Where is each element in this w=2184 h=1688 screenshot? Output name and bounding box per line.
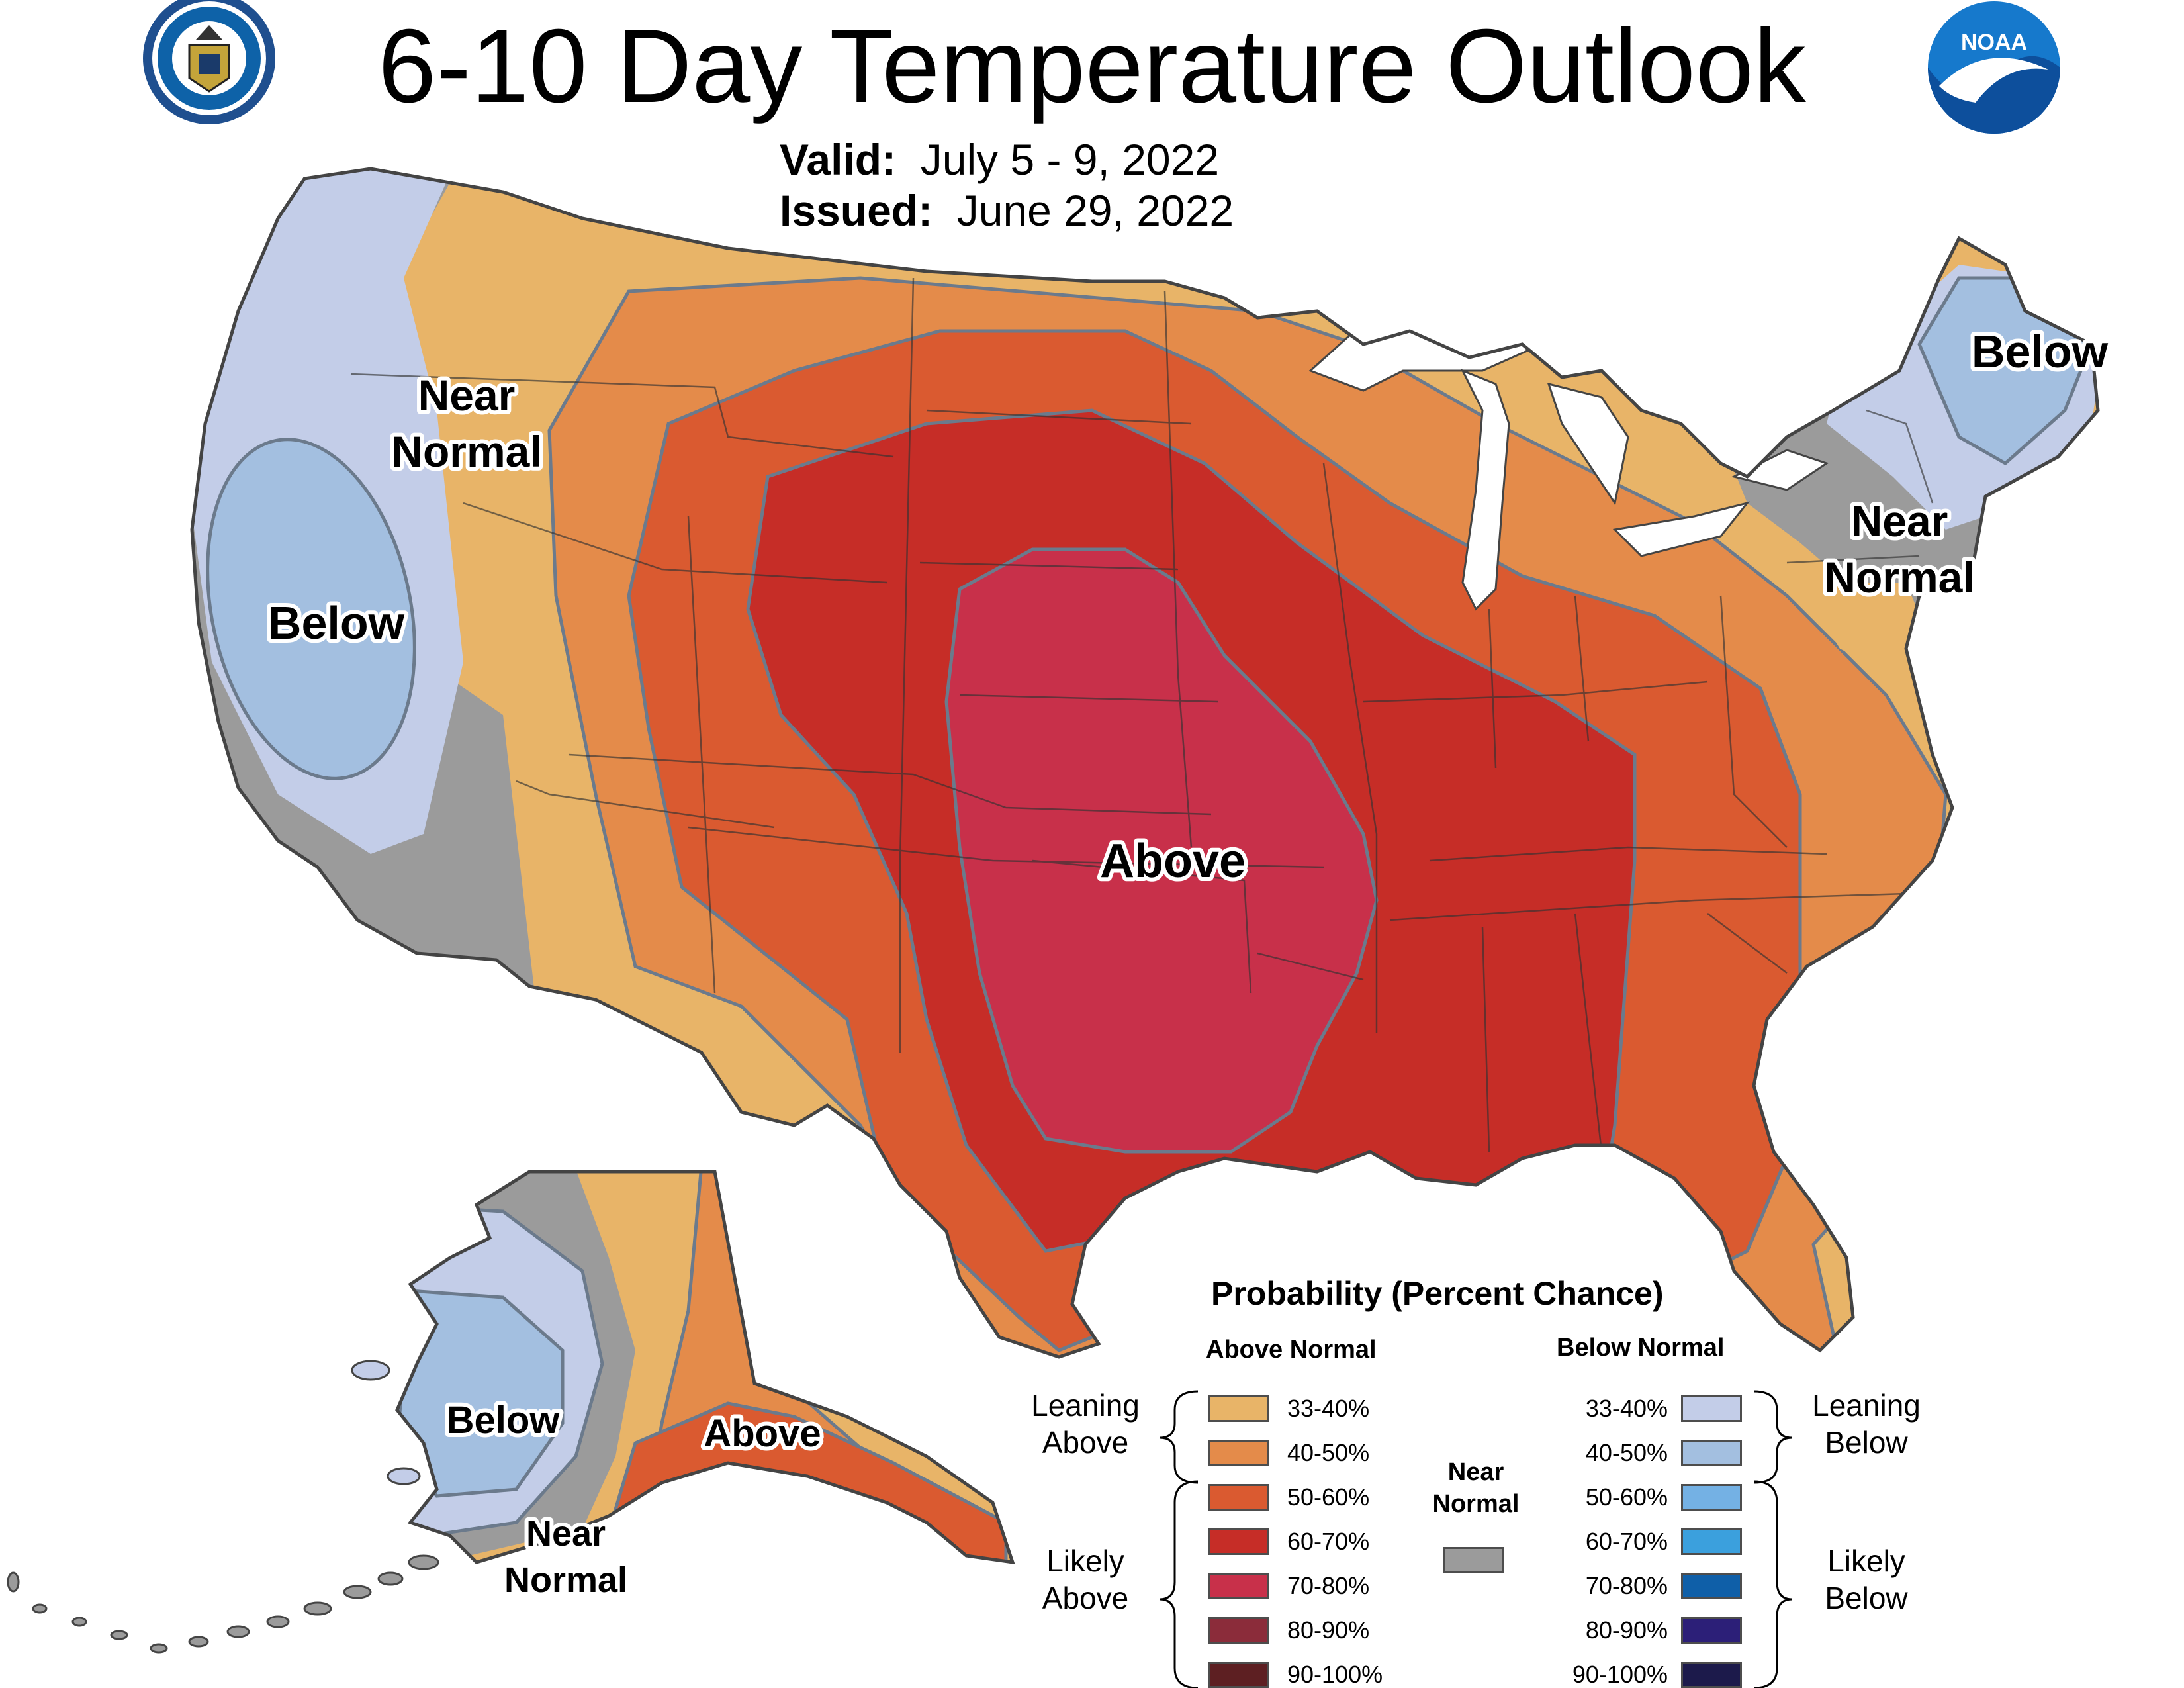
legend-likely-above-1: Likely	[1046, 1544, 1124, 1578]
label-below-alaska: Below	[447, 1399, 561, 1442]
near-normal-swatch	[1443, 1547, 1504, 1573]
below-swatch-label: 40-50%	[1585, 1439, 1668, 1466]
page-title: 6-10 Day Temperature Outlook	[378, 8, 1806, 124]
legend-likely-below-2: Below	[1825, 1581, 1908, 1615]
noaa-logo-text: NOAA	[1961, 30, 2027, 55]
below-swatch	[1681, 1395, 1742, 1422]
label-above-alaska: Above	[704, 1412, 821, 1455]
below-swatch	[1681, 1440, 1742, 1466]
conus-shading	[192, 169, 2098, 1357]
legend-likely-above: Likely Above	[999, 1542, 1171, 1617]
label-near-normal-northeast-1: Near	[1851, 496, 1948, 545]
label-near-normal-west-2: Normal	[391, 427, 541, 476]
legend-likely-below: Likely Below	[1780, 1542, 1952, 1617]
issued-line: Issued: June 29, 2022	[780, 185, 1234, 236]
conus-outline	[190, 167, 2100, 1359]
legend-leaning-above-1: Leaning	[1031, 1388, 1140, 1423]
below-swatch	[1681, 1484, 1742, 1511]
above-swatch	[1208, 1573, 1269, 1599]
issued-label: Issued:	[780, 186, 933, 235]
legend-likely-above-2: Above	[1042, 1581, 1129, 1615]
legend-below-header: Below Normal	[1557, 1334, 1725, 1362]
label-below-west: Below	[268, 597, 405, 649]
label-near-normal-alaska-1: Near	[526, 1514, 606, 1554]
legend-near-normal-1: Near	[1447, 1458, 1504, 1486]
below-swatch-label: 90-100%	[1572, 1661, 1668, 1688]
above-swatch-label: 60-70%	[1287, 1528, 1370, 1555]
label-below-northeast: Below	[1972, 326, 2109, 377]
legend-near-normal-2: Normal	[1432, 1490, 1520, 1518]
below-swatch-label: 60-70%	[1585, 1528, 1668, 1555]
above-swatch	[1208, 1395, 1269, 1422]
below-swatch	[1681, 1528, 1742, 1555]
below-swatch-label: 33-40%	[1585, 1395, 1668, 1422]
department-of-commerce-seal-icon	[143, 0, 275, 124]
above-swatch	[1208, 1662, 1269, 1688]
issued-value: June 29, 2022	[956, 186, 1234, 235]
valid-label: Valid:	[780, 135, 897, 184]
above-swatch	[1208, 1617, 1269, 1644]
above-swatch-label: 33-40%	[1287, 1395, 1370, 1422]
above-swatch-label: 40-50%	[1287, 1439, 1370, 1466]
label-above-conus: Above	[1100, 835, 1246, 888]
below-swatch	[1681, 1617, 1742, 1644]
legend-leaning-below-2: Below	[1825, 1425, 1908, 1460]
below-swatch	[1681, 1573, 1742, 1599]
below-swatch-label: 70-80%	[1585, 1572, 1668, 1599]
label-near-normal-west-1: Near	[418, 371, 516, 420]
noaa-logo-icon	[1928, 1, 2060, 134]
legend-above-header: Above Normal	[1206, 1336, 1377, 1364]
above-swatch	[1208, 1440, 1269, 1466]
legend-leaning-above: Leaning Above	[999, 1387, 1171, 1461]
state-boundaries	[350, 277, 1934, 1152]
above-swatch	[1208, 1484, 1269, 1511]
below-swatch	[1681, 1662, 1742, 1688]
legend-leaning-above-2: Above	[1042, 1425, 1129, 1460]
valid-value: July 5 - 9, 2022	[920, 135, 1220, 184]
legend-leaning-below: Leaning Below	[1780, 1387, 1952, 1461]
legend-title: Probability (Percent Chance)	[1211, 1275, 1664, 1312]
aleutian-islands	[7, 1360, 439, 1654]
label-near-normal-northeast-2: Normal	[1824, 553, 1974, 602]
below-swatch-label: 80-90%	[1585, 1617, 1668, 1644]
above-swatch-label: 90-100%	[1287, 1661, 1383, 1688]
legend-leaning-below-1: Leaning	[1812, 1388, 1921, 1423]
above-swatch-label: 50-60%	[1287, 1483, 1370, 1511]
above-swatch-label: 80-90%	[1287, 1617, 1370, 1644]
label-near-normal-alaska-2: Normal	[504, 1560, 627, 1600]
valid-line: Valid: July 5 - 9, 2022	[780, 134, 1219, 185]
above-swatch-label: 70-80%	[1287, 1572, 1370, 1599]
alaska-outline	[395, 1170, 1015, 1565]
below-swatch-label: 50-60%	[1585, 1483, 1668, 1511]
legend-likely-below-1: Likely	[1827, 1544, 1905, 1578]
legend-near-normal: Near Normal	[1423, 1456, 1529, 1520]
above-swatch	[1208, 1528, 1269, 1555]
